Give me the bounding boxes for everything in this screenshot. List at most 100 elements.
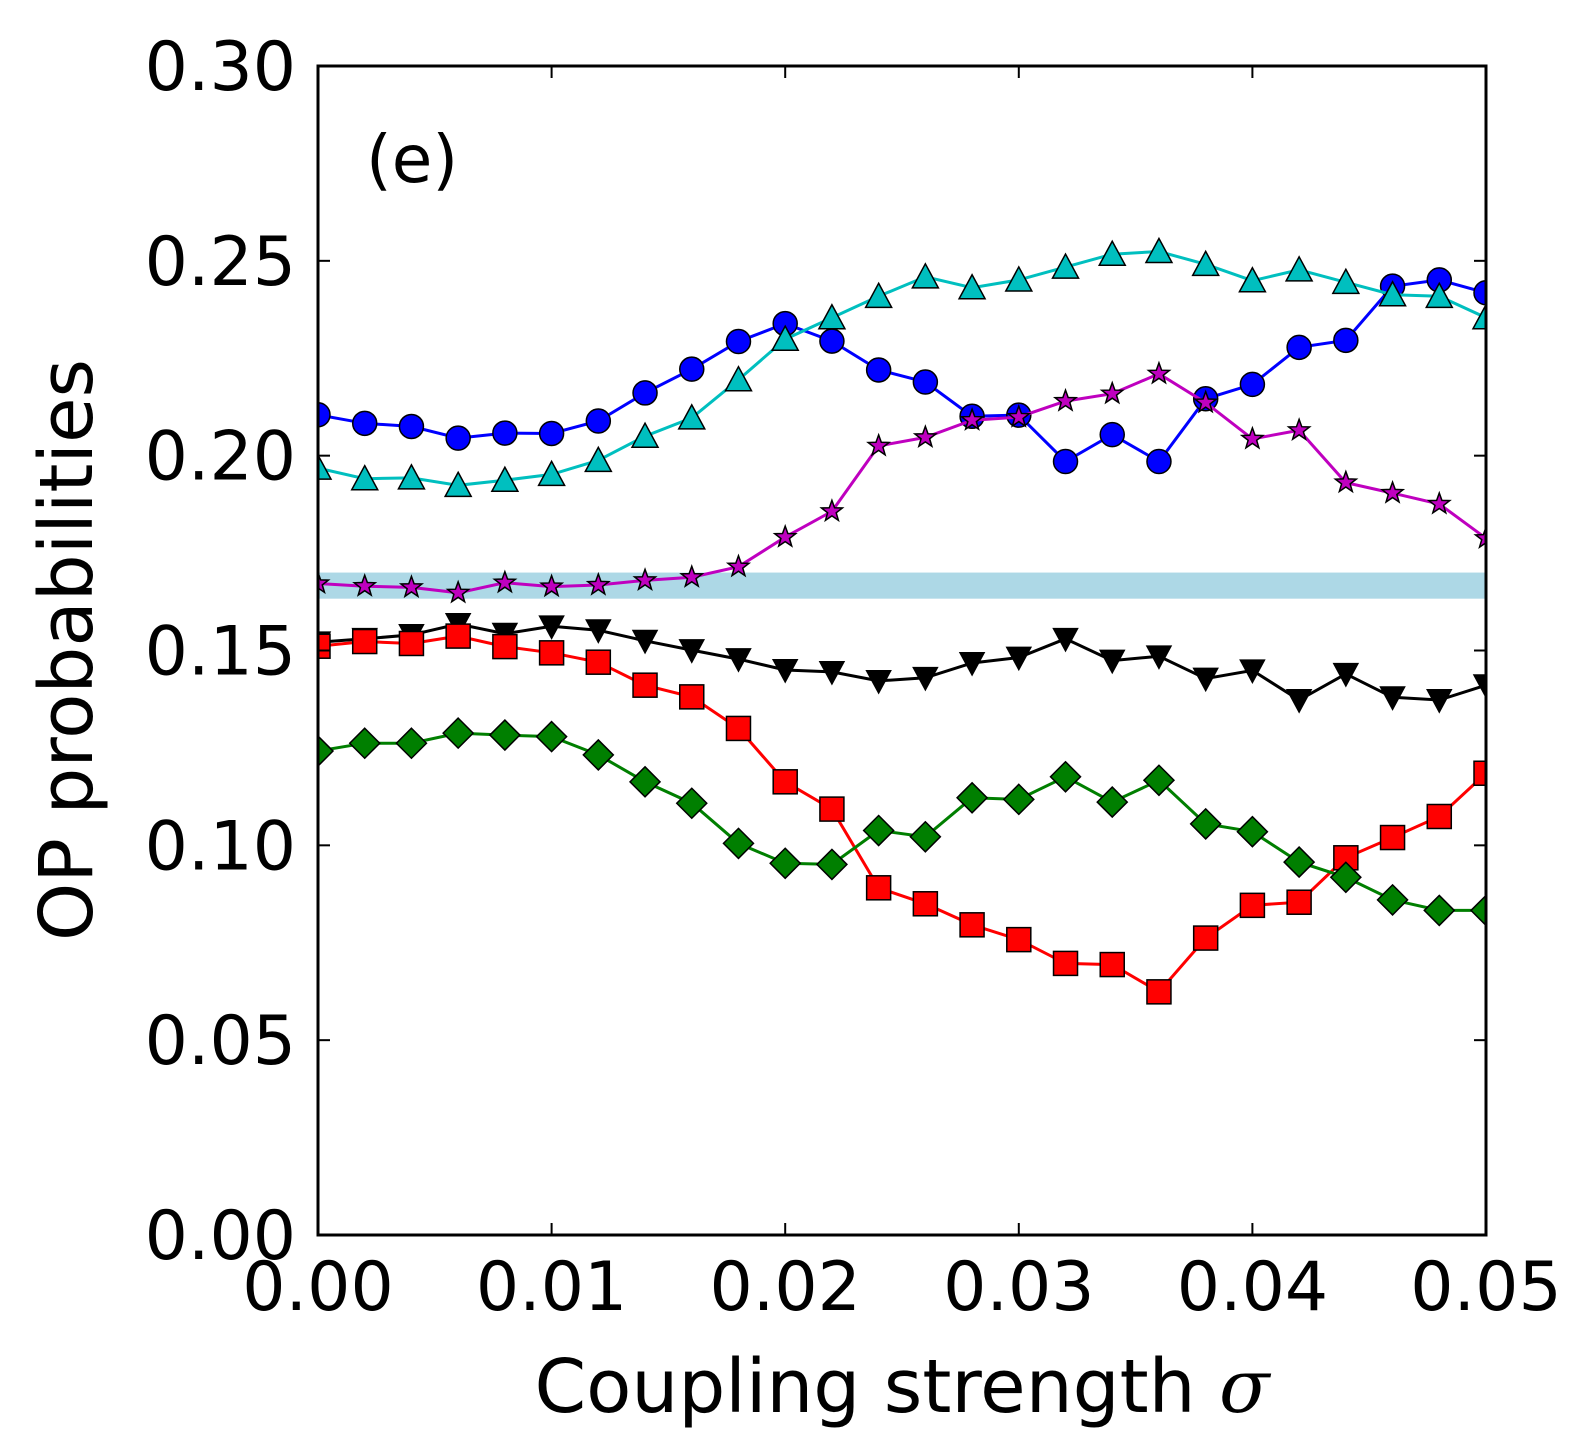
data-point-circle [318,402,331,428]
data-point-triangle-down [1379,686,1406,711]
series-triangle-up [318,236,1486,498]
data-point-square [318,633,331,659]
data-point-circle [492,420,518,446]
data-point-star [1473,525,1486,549]
data-point-square [819,796,845,822]
data-point-star [632,567,658,592]
data-point-star [1146,360,1172,385]
data-point-diamond [722,827,755,860]
data-point-square [1426,803,1453,830]
data-point-star [1426,490,1452,515]
series-diamond [318,717,1486,927]
data-point-diamond [956,781,989,814]
data-point-circle [585,408,612,434]
data-point-circle [538,420,565,447]
data-point-square [772,769,798,795]
data-point-circle [1333,327,1359,354]
data-point-square [1006,926,1032,953]
data-point-triangle-up [1191,249,1220,277]
data-point-diamond [1283,846,1316,879]
data-point-star [1333,469,1359,494]
panel-label: (e) [366,121,458,198]
data-point-diamond [815,848,848,881]
data-point-star [1052,387,1079,412]
data-point-star [866,432,892,457]
data-point-circle [725,328,752,355]
data-point-square [1192,925,1219,951]
series-line-star [318,372,1486,595]
x-tick-label: 0.05 [1410,1248,1561,1327]
data-point-circle [865,357,892,383]
data-point-square [1052,950,1079,977]
data-point-circle [1286,334,1312,361]
data-point-diamond [1236,815,1269,848]
data-point-diamond [769,847,802,880]
series-circle [318,267,1486,475]
y-tick-label: 0.05 [145,1002,296,1081]
data-point-square [725,715,752,742]
data-point-diamond [1189,807,1222,840]
data-point-triangle-down [585,619,612,644]
data-point-triangle-down [725,648,752,673]
data-point-triangle-down [538,615,565,640]
data-point-star [819,498,845,523]
x-tick-label: 0.02 [709,1248,860,1327]
data-point-star [352,572,378,597]
data-point-diamond [535,720,568,753]
data-point-triangle-down [1332,662,1360,688]
data-point-diamond [488,718,521,752]
data-point-circle [632,380,658,406]
data-point-star [398,574,425,599]
data-point-square [1099,951,1125,978]
data-point-triangle-up [1425,281,1454,309]
data-point-star [912,424,938,449]
data-point-diamond [1002,783,1035,816]
data-point-triangle-up [1284,255,1314,282]
y-tick-label: 0.10 [145,807,296,886]
data-point-triangle-up [318,453,333,480]
x-axis-title: Coupling strength σ [534,1344,1272,1430]
data-point-diamond [909,820,942,853]
y-tick-label: 0.25 [145,223,296,302]
data-point-triangle-up [1331,267,1361,295]
data-point-triangle-down [1052,627,1079,653]
data-point-square [632,672,658,698]
data-point-star [1286,417,1312,442]
data-point-triangle-up [1144,236,1174,264]
series-square [318,623,1486,1005]
data-point-star [725,553,752,578]
data-point-triangle-up [584,445,613,473]
data-point-circle [679,356,705,382]
data-point-circle [445,425,471,451]
data-point-triangle-up [443,470,473,498]
data-point-triangle-up [911,262,940,289]
series-star [318,360,1486,604]
y-tick-label: 0.15 [145,613,296,692]
data-point-triangle-up [677,403,707,430]
data-point-square [445,623,471,649]
data-point-square [538,640,565,666]
data-point-circle [1473,280,1486,306]
data-point-diamond [1329,861,1362,894]
data-point-diamond [675,787,708,820]
data-point-star [1193,389,1219,414]
reference-band [318,572,1486,599]
x-tick-label: 0.00 [242,1248,393,1327]
data-point-triangle-down [1145,645,1173,670]
data-point-circle [1239,371,1266,398]
data-point-square [1333,845,1359,871]
data-point-diamond [862,814,895,847]
data-point-circle [1099,421,1125,448]
data-point-circle [912,369,939,395]
data-point-diamond [1469,894,1486,927]
data-point-diamond [442,717,475,750]
data-point-triangle-down [1192,667,1219,693]
data-point-triangle-up [1471,303,1486,330]
data-point-diamond [1096,786,1129,819]
data-point-triangle-down [865,669,892,695]
data-point-diamond [1142,764,1176,797]
data-point-star [1379,479,1406,504]
data-point-triangle-down [818,660,846,686]
data-point-triangle-up [1378,280,1407,307]
